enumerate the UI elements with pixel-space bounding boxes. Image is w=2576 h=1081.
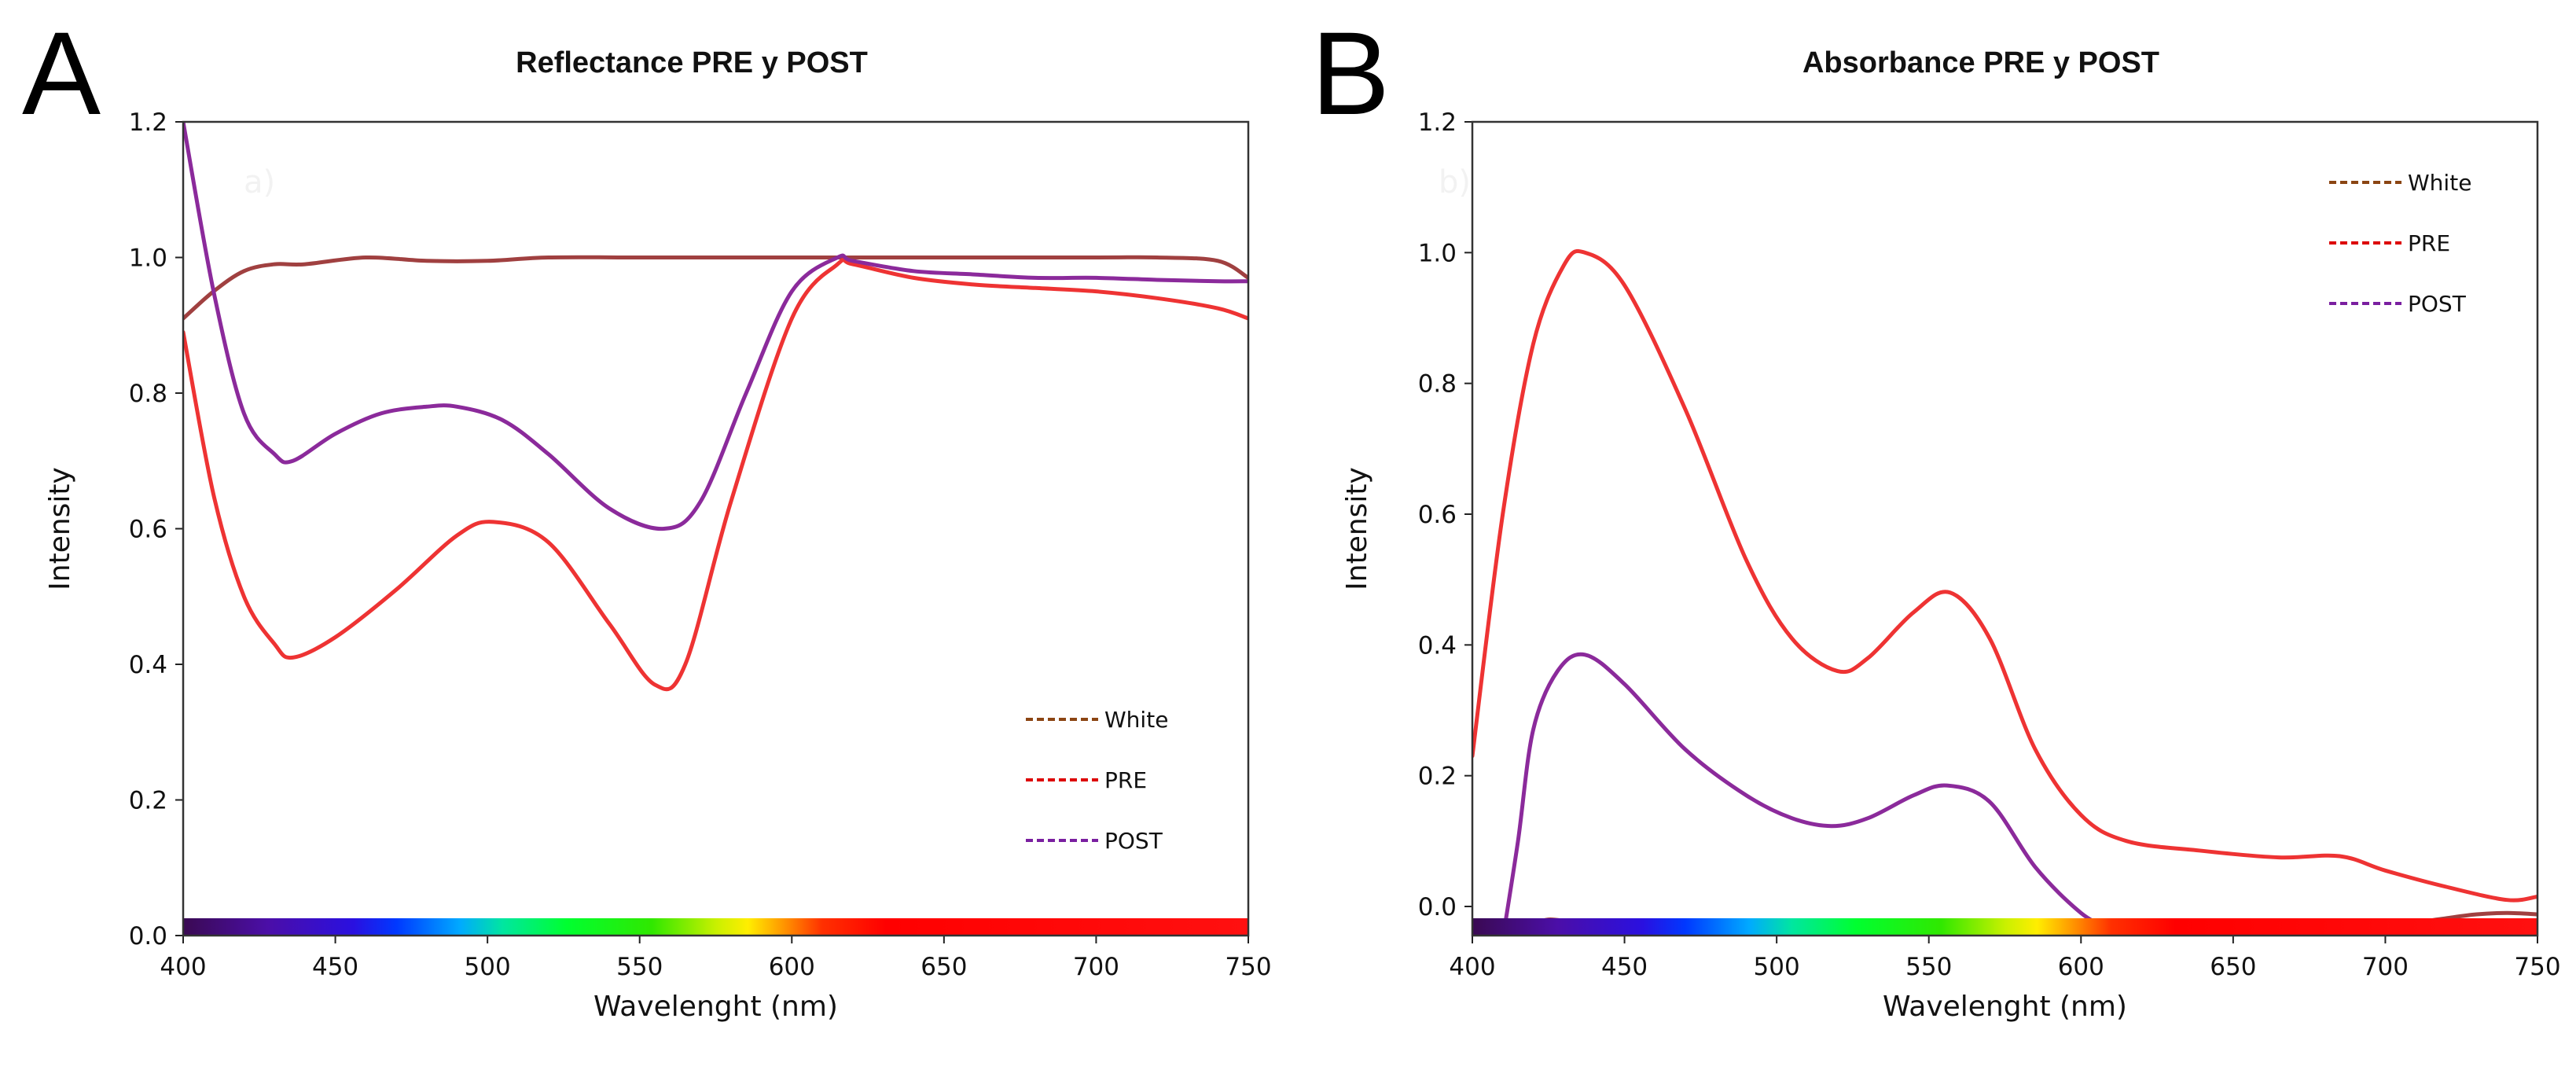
x-tick-label: 400: [1449, 953, 1495, 981]
x-tick-label: 550: [1905, 953, 1952, 981]
x-tick-label: 550: [616, 953, 663, 981]
faint-panel-label: a): [244, 164, 275, 200]
y-tick-label: 0.4: [1418, 631, 1457, 660]
x-tick-label: 650: [921, 953, 967, 981]
y-tick-label: 0.6: [1418, 501, 1457, 529]
series-line-pre: [1472, 248, 2537, 903]
x-tick-label: 450: [1601, 953, 1648, 981]
x-tick-label: 400: [160, 953, 206, 981]
panel-b-letter: B: [1311, 7, 1390, 139]
x-tick-label: 700: [1073, 953, 1119, 981]
y-tick-label: 0.0: [1418, 893, 1457, 921]
chart-title: Reflectance PRE y POST: [516, 46, 868, 79]
y-tick-label: 1.0: [129, 245, 167, 273]
series-group: [183, 122, 1248, 692]
legend-label-post: POST: [1104, 828, 1163, 854]
y-tick-label: 0.2: [129, 787, 167, 815]
y-axis-label: Intensity: [44, 467, 76, 590]
spectrum-bar: [183, 918, 1248, 936]
x-tick-label: 500: [465, 953, 511, 981]
legend: White PRE POST: [2329, 170, 2471, 317]
x-tick-label: 600: [769, 953, 815, 981]
absorbance-chart: b) Absorbance PRE y POST 0.0 0.2 0.4 0.6 0.8 1.…: [1341, 46, 2561, 1023]
x-axis-label: Wavelenght (nm): [1883, 991, 2127, 1023]
series-line-pre: [183, 257, 1248, 692]
y-tick-label: 0.0: [129, 922, 167, 950]
y-tick-label: 0.8: [129, 380, 167, 408]
y-tick-label: 1.2: [129, 108, 167, 137]
reflectance-chart: a) Reflectance PRE y POST 0.0 0.2 0.4 0.6 0.8 1…: [44, 46, 1272, 1023]
x-tick-label: 500: [1754, 953, 1800, 981]
y-tick-label: 0.2: [1418, 763, 1457, 791]
x-axis-label: Wavelenght (nm): [593, 991, 838, 1023]
plot-frame: [1471, 120, 2539, 937]
x-tick-label: 750: [2514, 953, 2560, 981]
faint-panel-label: b): [1439, 164, 1471, 200]
legend-label-pre: PRE: [1104, 767, 1147, 793]
legend-label-white: White: [1104, 707, 1168, 733]
x-tick-label: 700: [2362, 953, 2409, 981]
legend-label-pre: PRE: [2408, 230, 2450, 256]
series-line-white: [183, 255, 1248, 321]
x-tick-label: 750: [1225, 953, 1271, 981]
series-group: [1472, 248, 2537, 936]
series-line-post: [1501, 652, 2114, 936]
series-line-post: [183, 122, 1248, 531]
legend-label-post: POST: [2408, 291, 2467, 317]
x-tick-label: 650: [2210, 953, 2256, 981]
plot-frame: [182, 120, 1250, 937]
y-axis-label: Intensity: [1341, 467, 1373, 590]
y-tick-label: 0.6: [129, 516, 167, 544]
legend: White PRE POST: [1026, 707, 1168, 854]
panel-a-letter: A: [22, 7, 101, 139]
y-tick-label: 0.4: [129, 651, 167, 679]
x-tick-label: 600: [2058, 953, 2104, 981]
spectrum-bar: [1472, 918, 2537, 936]
legend-label-white: White: [2408, 170, 2471, 196]
y-tick-label: 1.0: [1418, 239, 1457, 267]
x-tick-label: 450: [312, 953, 358, 981]
chart-title: Absorbance PRE y POST: [1802, 46, 2159, 79]
y-tick-label: 0.8: [1418, 370, 1457, 399]
y-tick-label: 1.2: [1418, 108, 1457, 137]
